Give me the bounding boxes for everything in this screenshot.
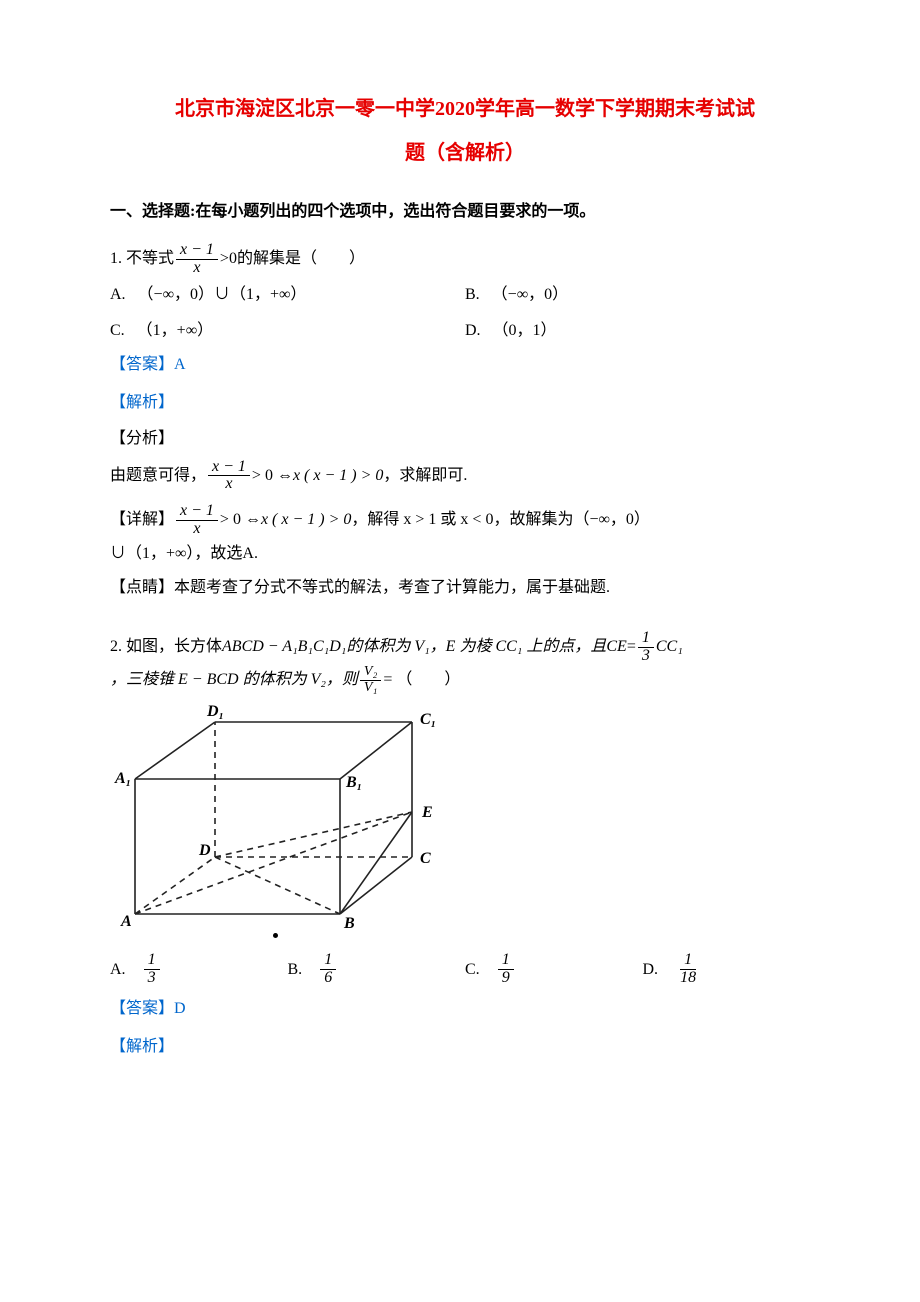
q2-b-den: 6	[320, 970, 336, 987]
exam-title-line1: 北京市海淀区北京一零一中学2020学年高一数学下学期期末考试试	[110, 90, 820, 128]
q2-a-frac: 1 3	[144, 952, 160, 987]
q2-a-num: 1	[144, 952, 160, 970]
q1-fenxi-expr: x ( x − 1 ) > 0	[293, 460, 383, 492]
q1-frac-den: x	[189, 260, 204, 277]
q1-xj-frac-num: x − 1	[176, 503, 218, 521]
svg-text:D: D	[198, 842, 211, 859]
q1-stem: 1. 不等式 x − 1 x >0的解集是（ ）	[110, 242, 820, 277]
q1-suffix: >0的解集是（ ）	[220, 243, 365, 275]
q2-a-den: 3	[144, 970, 160, 987]
section-heading: 一、选择题:在每小题列出的四个选项中，选出符合题目要求的一项。	[110, 196, 820, 228]
q2-stem-line1: 2. 如图，长方体 ABCD − A₁B₁C₁D₁ 的体积为 V₁，E 为棱 C…	[110, 630, 820, 665]
q1-fenxi-line: 由题意可得， x − 1 x > 0 ⇔ x ( x − 1 ) > 0 ，求解…	[110, 459, 820, 494]
q2-options: A. 1 3 B. 1 6 C. 1 9 D. 1 18	[110, 950, 820, 989]
q1-fenxi-pre: 由题意可得，	[110, 460, 206, 492]
q1-xiangjie-line1: 【详解】 x − 1 x > 0 ⇔ x ( x − 1 ) > 0 ，解得 x…	[110, 503, 820, 538]
cuboid-diagram: A B C D A₁ B₁ C₁ D₁ E	[110, 704, 440, 929]
q2-d-label: D.	[643, 954, 675, 986]
q2-c-frac: 1 9	[498, 952, 514, 987]
q2-d-num: 1	[680, 952, 696, 970]
q1-fenxi-suffix: ，求解即可.	[383, 460, 467, 492]
q1-fraction: x − 1 x	[176, 242, 218, 277]
q1-fenxi-frac-den: x	[221, 476, 236, 493]
q2-solid: ABCD − A₁B₁C₁D₁	[222, 631, 346, 663]
svg-text:A₁: A₁	[114, 770, 131, 787]
q1-dianjing-text: 本题考查了分式不等式的解法，考查了计算能力，属于基础题.	[174, 579, 610, 596]
q1-option-c: C. （1，+∞）	[110, 313, 465, 349]
q1-xiangjie-mid: > 0 ⇔	[220, 504, 261, 536]
q1-xiangjie-label: 【详解】	[110, 504, 174, 536]
q2-option-b: B. 1 6	[288, 950, 466, 989]
q2-d-den: 18	[676, 970, 700, 987]
svg-text:D₁: D₁	[206, 704, 224, 720]
q1-fenxi-mid: > 0 ⇔	[252, 460, 293, 492]
q1-jiexi: 【解析】	[110, 387, 820, 419]
figure-bullet	[110, 928, 440, 946]
svg-text:C: C	[420, 850, 431, 867]
exam-title-line2: 题（含解析）	[110, 134, 820, 172]
svg-text:E: E	[421, 804, 433, 821]
q2-jiexi: 【解析】	[110, 1031, 820, 1063]
q2-prefix: 2. 如图，长方体	[110, 631, 222, 663]
q1-fenxi-fraction: x − 1 x	[208, 459, 250, 494]
q1-options-row2: C. （1，+∞） D. （0，1）	[110, 313, 820, 349]
q2-figure: A B C D A₁ B₁ C₁ D₁ E	[110, 704, 820, 946]
q1-xiangjie-expr: x ( x − 1 ) > 0	[261, 504, 351, 536]
q1-option-b: B. （−∞，0）	[465, 277, 820, 313]
q2-ratio-frac: V₂ V₁	[360, 665, 381, 695]
q1-xj-frac-den: x	[189, 521, 204, 538]
q1-fenxi-frac-num: x − 1	[208, 459, 250, 477]
q1-option-a: A. （−∞，0）∪（1，+∞）	[110, 277, 465, 313]
q2-answer: 【答案】D	[110, 993, 820, 1025]
q2-ce-num: 1	[638, 630, 654, 648]
svg-text:B: B	[343, 915, 355, 929]
q2-suffix-comma: ，三棱锥 E − BCD 的体积为 V₂，则	[110, 664, 358, 696]
svg-text:A: A	[120, 913, 132, 929]
q1-frac-num: x − 1	[176, 242, 218, 260]
q2-stem-line2: ，三棱锥 E − BCD 的体积为 V₂，则 V₂ V₁ = （ ）	[110, 664, 820, 696]
q1-prefix: 1. 不等式	[110, 243, 174, 275]
q1-xiangjie-suffix1: ，解得 x > 1 或 x < 0，故解集为（−∞，0）	[351, 504, 649, 536]
q2-ratio-tail: = （ ）	[383, 664, 460, 696]
q1-answer: 【答案】A	[110, 349, 820, 381]
q2-ce-den: 3	[638, 648, 654, 665]
q2-ce-frac: 1 3	[638, 630, 654, 665]
q2-option-a: A. 1 3	[110, 950, 288, 989]
q2-c-num: 1	[498, 952, 514, 970]
q2-ratio-num: V₂	[360, 665, 381, 681]
q2-ce-rhs: CC₁	[656, 631, 683, 663]
q1-xiangjie-line2: ∪（1，+∞），故选A.	[110, 538, 820, 570]
q2-d-frac: 1 18	[676, 952, 700, 987]
q2-b-num: 1	[320, 952, 336, 970]
q2-a-label: A.	[110, 954, 142, 986]
q2-option-d: D. 1 18	[643, 950, 821, 989]
svg-text:C₁: C₁	[420, 711, 436, 728]
q2-b-frac: 1 6	[320, 952, 336, 987]
q2-mid1: 的体积为 V₁，E 为棱 CC₁ 上的点，且	[346, 631, 606, 663]
svg-text:B₁: B₁	[345, 774, 362, 791]
q2-ce-eq: =	[627, 631, 636, 663]
q2-c-label: C.	[465, 954, 496, 986]
q2-ratio-den: V₁	[360, 681, 381, 696]
q1-option-d: D. （0，1）	[465, 313, 820, 349]
q1-dianjing: 【点睛】本题考查了分式不等式的解法，考查了计算能力，属于基础题.	[110, 572, 820, 604]
q2-b-label: B.	[288, 954, 319, 986]
q1-options-row1: A. （−∞，0）∪（1，+∞） B. （−∞，0）	[110, 277, 820, 313]
q2-ce-lhs: CE	[606, 631, 626, 663]
q1-xiangjie-fraction: x − 1 x	[176, 503, 218, 538]
q1-fenxi-label: 【分析】	[110, 423, 820, 455]
q2-option-c: C. 1 9	[465, 950, 643, 989]
q1-dianjing-label: 【点睛】	[110, 579, 174, 596]
page: 北京市海淀区北京一零一中学2020学年高一数学下学期期末考试试 题（含解析） 一…	[0, 0, 920, 1302]
q2-c-den: 9	[498, 970, 514, 987]
